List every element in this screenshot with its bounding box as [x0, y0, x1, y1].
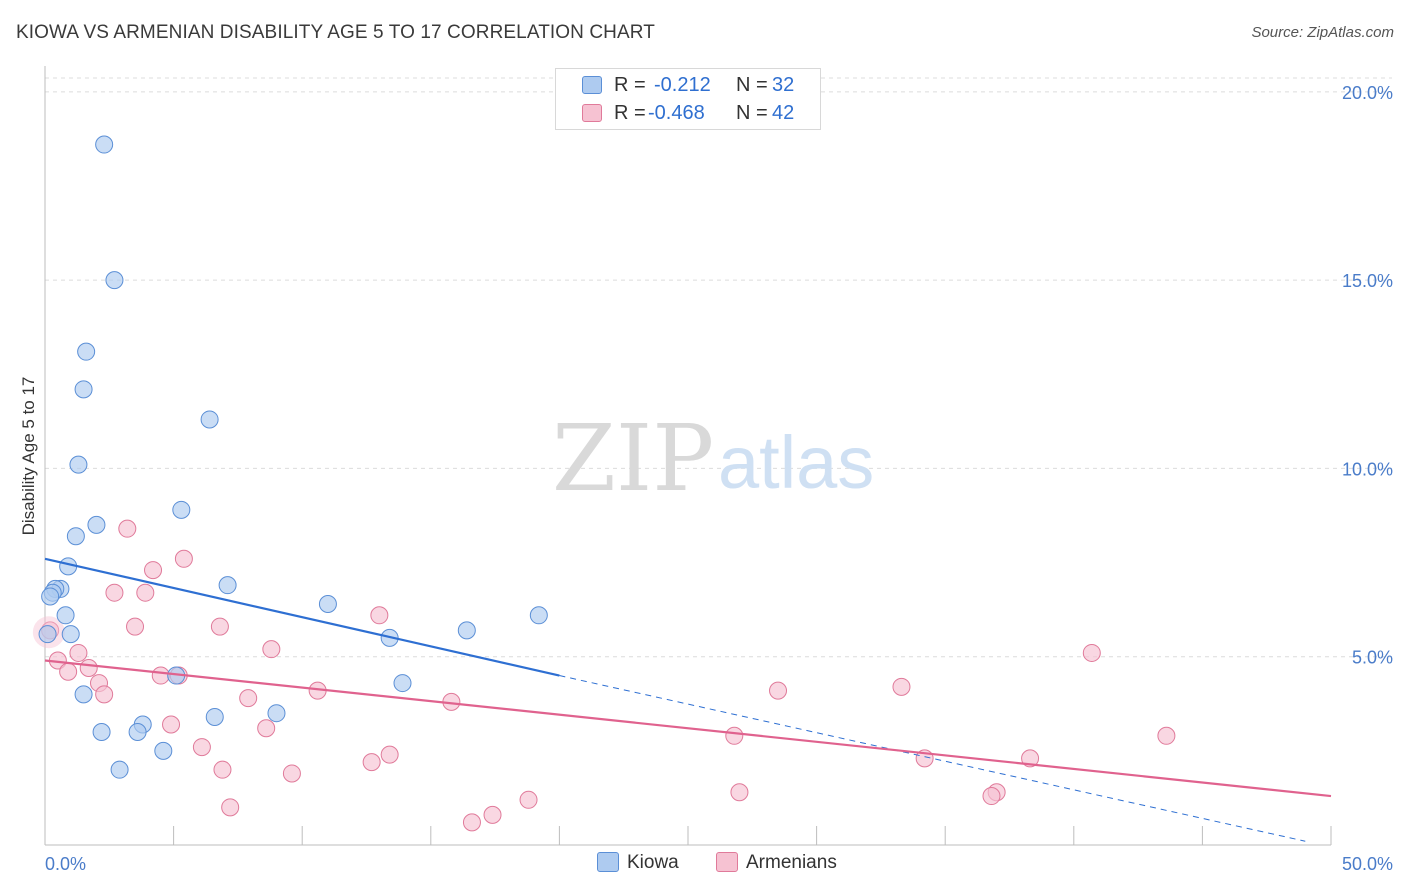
- data-point: [192, 738, 211, 757]
- data-point: [769, 681, 788, 700]
- source-label: Source: ZipAtlas.com: [1251, 24, 1394, 41]
- trend-line-armenians: [44, 659, 1332, 798]
- data-point: [136, 583, 155, 602]
- data-point: [318, 594, 337, 613]
- kiowa-swatch: [582, 76, 602, 94]
- data-point: [61, 625, 80, 644]
- data-point: [239, 689, 258, 708]
- data-point: [529, 606, 548, 625]
- chart-title: KIOWA VS ARMENIAN DISABILITY AGE 5 TO 17…: [16, 22, 655, 43]
- data-point: [105, 271, 124, 290]
- data-point: [172, 500, 191, 519]
- y-tick-label: 15.0%: [1342, 271, 1393, 291]
- data-point: [210, 617, 229, 636]
- tick-labels: 5.0% 10.0% 15.0% 20.0% 0.0% 50.0%: [45, 83, 1393, 874]
- data-point: [200, 410, 219, 429]
- legend-kiowa-label: Kiowa: [627, 852, 679, 873]
- data-point: [257, 719, 276, 738]
- data-point: [457, 621, 476, 640]
- data-point: [519, 790, 538, 809]
- legend-armenians-swatch: [716, 852, 738, 872]
- data-point: [105, 583, 124, 602]
- n-label: N =: [736, 74, 768, 96]
- data-point: [218, 576, 237, 595]
- x-tick-label: 0.0%: [45, 854, 86, 874]
- data-point: [154, 741, 173, 760]
- axes: [44, 66, 1332, 846]
- y-tick-label: 10.0%: [1342, 459, 1393, 479]
- data-point: [205, 707, 224, 726]
- data-point: [162, 715, 181, 734]
- data-point: [128, 723, 147, 742]
- data-point: [79, 659, 98, 678]
- x-tick-label: 50.0%: [1342, 854, 1393, 874]
- data-point: [370, 606, 389, 625]
- kiowa-points: [38, 135, 548, 779]
- trend-line-kiowa: [44, 557, 560, 677]
- data-point: [95, 685, 114, 704]
- data-point: [1082, 643, 1101, 662]
- data-point: [69, 643, 88, 662]
- data-point: [77, 342, 96, 361]
- r-label: R =: [614, 74, 646, 96]
- y-tick-label: 5.0%: [1352, 648, 1393, 668]
- data-point: [74, 685, 93, 704]
- data-point: [56, 606, 75, 625]
- watermark-zip: ZIP: [552, 405, 714, 512]
- stats-box: R = -0.212 N = 32 R = -0.468 N = 42: [555, 68, 821, 130]
- trend-lines: [44, 557, 1332, 842]
- data-point: [262, 640, 281, 659]
- r-value: -0.212: [654, 74, 711, 96]
- data-point: [380, 745, 399, 764]
- r-label: R =: [614, 102, 646, 124]
- n-value: 42: [772, 102, 795, 124]
- data-point: [41, 587, 60, 606]
- y-axis-label: Disability Age 5 to 17: [19, 377, 38, 536]
- data-point: [1157, 726, 1176, 745]
- data-point: [151, 666, 170, 685]
- data-point: [74, 380, 93, 399]
- data-point: [725, 726, 744, 745]
- data-point: [95, 135, 114, 154]
- data-point: [462, 813, 481, 832]
- n-label: N =: [736, 102, 768, 124]
- grid-lines: [45, 77, 1392, 658]
- data-point: [110, 760, 129, 779]
- data-point: [59, 662, 78, 681]
- data-point: [118, 519, 137, 538]
- data-point: [221, 798, 240, 817]
- legend-kiowa: Kiowa: [597, 852, 679, 874]
- n-value: 32: [772, 74, 795, 96]
- data-point: [393, 674, 412, 693]
- armenians-points: [32, 519, 1176, 832]
- legend-kiowa-swatch: [597, 852, 619, 872]
- data-point: [87, 515, 106, 534]
- data-point: [144, 561, 163, 580]
- data-point: [267, 704, 286, 723]
- data-point: [66, 527, 85, 546]
- data-point: [213, 760, 232, 779]
- data-point: [174, 549, 193, 568]
- watermark-atlas: atlas: [718, 421, 874, 504]
- data-point: [92, 723, 111, 742]
- data-point: [1021, 749, 1040, 768]
- data-point: [730, 783, 749, 802]
- data-point: [69, 455, 88, 474]
- data-point: [38, 625, 57, 644]
- data-point: [483, 805, 502, 824]
- y-tick-label: 20.0%: [1342, 83, 1393, 103]
- r-value: -0.468: [648, 102, 705, 124]
- data-point: [892, 677, 911, 696]
- data-point: [362, 753, 381, 772]
- data-point: [982, 787, 1001, 806]
- data-point: [282, 764, 301, 783]
- data-point: [126, 617, 145, 636]
- armenians-swatch: [582, 104, 602, 122]
- watermark: ZIP atlas: [552, 405, 874, 512]
- legend-armenians-label: Armenians: [746, 852, 837, 873]
- legend-armenians: Armenians: [716, 852, 837, 874]
